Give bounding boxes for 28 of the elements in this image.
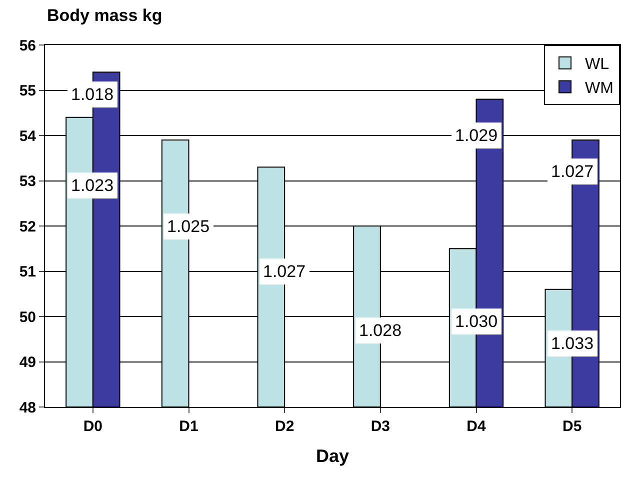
x-tick-label: D4 [466,418,486,435]
x-tick-label: D0 [83,418,103,435]
annotation: 1.027 [551,162,594,181]
y-tick-label: 50 [19,308,36,326]
annotation: 1.029 [455,126,498,145]
annotation: 1.028 [359,321,402,340]
y-tick-label: 53 [19,173,36,190]
x-axis-title: Day [316,446,350,466]
x-tick-label: D3 [370,418,390,435]
annotation: 1.025 [167,217,210,236]
legend-label: WL [585,56,610,74]
y-tick-label: 48 [19,399,36,416]
y-tick-label: 56 [19,37,36,54]
y-tick-label: 52 [19,218,36,236]
x-tick-label: D2 [274,418,294,435]
y-tick-label: 49 [19,354,36,371]
legend-label: WM [585,80,614,97]
x-tick-label: D5 [562,418,582,435]
annotation: 1.030 [455,312,498,331]
annotation: 1.027 [263,262,306,281]
y-tick-label: 55 [19,82,36,100]
annotation: 1.018 [71,85,114,104]
x-tick-label: D1 [179,418,198,435]
y-tick-label: 54 [19,128,37,145]
annotation: 1.033 [551,334,594,353]
annotation: 1.023 [71,176,114,195]
y-tick-label: 51 [19,264,36,280]
chart-title: Body mass kg [47,6,162,25]
